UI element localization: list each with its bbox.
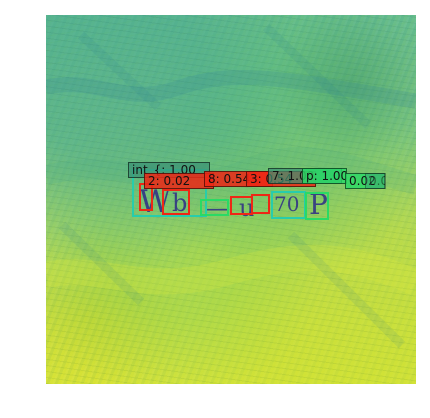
detection-box-green-p: [305, 192, 329, 220]
document-image: W b — u 70 P int_{: 1.00 2: 0.02 8: 0.54…: [46, 15, 416, 384]
handwriting-p-glyph: P: [309, 188, 328, 221]
detection-box-cyan-fifth: [271, 191, 306, 219]
detection-box-red-third: [230, 196, 253, 215]
handwriting-b-glyph: b: [172, 189, 188, 217]
detection-box-green-dash: [200, 199, 229, 216]
detection-box-red-fourth: [251, 194, 270, 214]
detection-label-seventh: 0.02: [365, 173, 386, 189]
detection-label-fifth: p: 1.00: [302, 168, 347, 184]
handwriting-w-glyph: W: [139, 184, 171, 220]
detection-label-sixth: 0.02: [345, 173, 385, 189]
detection-label-first: 2: 0.02: [144, 173, 214, 189]
handwriting-seven-glyph: 70: [274, 192, 300, 216]
detection-box-red-second: [162, 189, 190, 215]
